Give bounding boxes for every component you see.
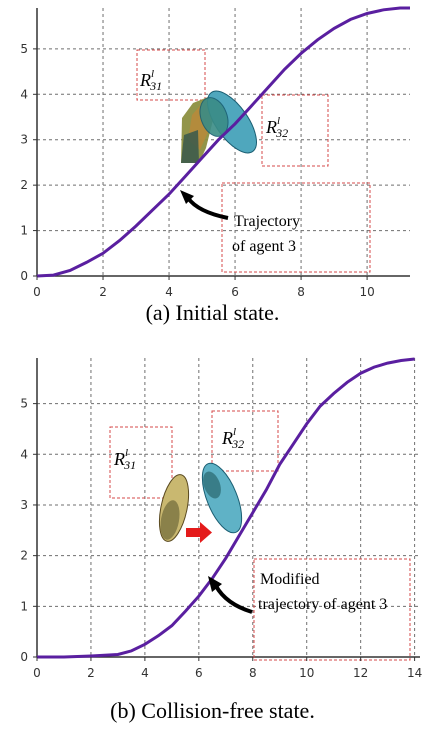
y-tick-label: 3 <box>20 498 28 512</box>
region-box-r31 <box>109 426 173 499</box>
tick-labels: 0 2 4 6 8 10 0 1 2 3 4 5 <box>20 42 374 299</box>
x-tick-label: 12 <box>353 666 368 680</box>
plot-frame <box>36 358 420 658</box>
y-tick-label: 2 <box>20 549 28 563</box>
region-label-r32: Rl 32 <box>221 426 244 451</box>
x-tick-label: 0 <box>33 285 41 299</box>
y-tick-label: 2 <box>20 178 28 192</box>
y-tick-label: 4 <box>20 87 28 101</box>
y-tick-label: 0 <box>20 269 28 283</box>
x-tick-label: 0 <box>33 666 41 680</box>
region-box-r32 <box>261 94 329 167</box>
plot-frame <box>36 8 410 277</box>
region-label-r32: Rl 32 <box>265 115 288 140</box>
curved-arrow-icon <box>180 190 229 220</box>
trajectory-line <box>36 6 410 278</box>
red-arrow-icon <box>186 522 212 543</box>
annotation-line-2: trajectory of agent 3 <box>258 596 387 613</box>
region-box-r31 <box>136 49 206 101</box>
y-tick-label: 1 <box>20 224 28 238</box>
x-tick-label: 4 <box>141 666 149 680</box>
chart-b: Modified trajectory of agent 3 Rl 31 Rl 32… <box>20 357 422 680</box>
x-tick-label: 8 <box>249 666 257 680</box>
annotation-box <box>221 182 371 273</box>
x-tick-label: 4 <box>165 285 173 299</box>
x-tick-label: 14 <box>407 666 422 680</box>
agent-left <box>158 474 190 542</box>
curved-arrow-icon <box>208 576 253 614</box>
chart-a: Trajectory of agent 3 Rl 31 Rl 32 0 2 4 6 8 100… <box>20 6 410 299</box>
x-tick-label: 6 <box>231 285 239 299</box>
x-tick-label: 8 <box>297 285 305 299</box>
x-tick-label: 2 <box>99 285 107 299</box>
agent-right <box>199 90 257 154</box>
plot-area <box>37 8 410 276</box>
annotation-box <box>253 558 411 661</box>
y-tick-label: 5 <box>20 42 28 56</box>
trajectory-line <box>37 357 415 659</box>
region-box-r32 <box>211 410 279 472</box>
x-tick-label: 6 <box>195 666 203 680</box>
annotation-line-1: Trajectory <box>234 213 300 230</box>
x-tick-label: 10 <box>299 666 314 680</box>
x-tick-label: 2 <box>87 666 95 680</box>
x-tick-label: 10 <box>359 285 374 299</box>
grid <box>36 8 410 277</box>
y-tick-label: 0 <box>20 650 28 664</box>
caption-b: (b) Collision-free state. <box>110 698 315 723</box>
caption-a: (a) Initial state. <box>145 300 280 325</box>
region-label-r31: Rl 31 <box>113 447 136 472</box>
y-tick-label: 4 <box>20 447 28 461</box>
y-tick-label: 1 <box>20 599 28 613</box>
region-label-r31: Rl 31 <box>139 68 162 93</box>
annotation-line-1: Modified <box>260 571 320 588</box>
y-tick-label: 5 <box>20 397 28 411</box>
annotation-line-2: of agent 3 <box>232 238 296 255</box>
y-tick-label: 3 <box>20 133 28 147</box>
agent-right <box>201 462 243 534</box>
panel-b: Modified trajectory of agent 3 Rl 31 Rl 32… <box>0 350 425 684</box>
panel-a: Trajectory of agent 3 Rl 31 Rl 32 0 2 4 6 8 10 0… <box>0 0 425 300</box>
